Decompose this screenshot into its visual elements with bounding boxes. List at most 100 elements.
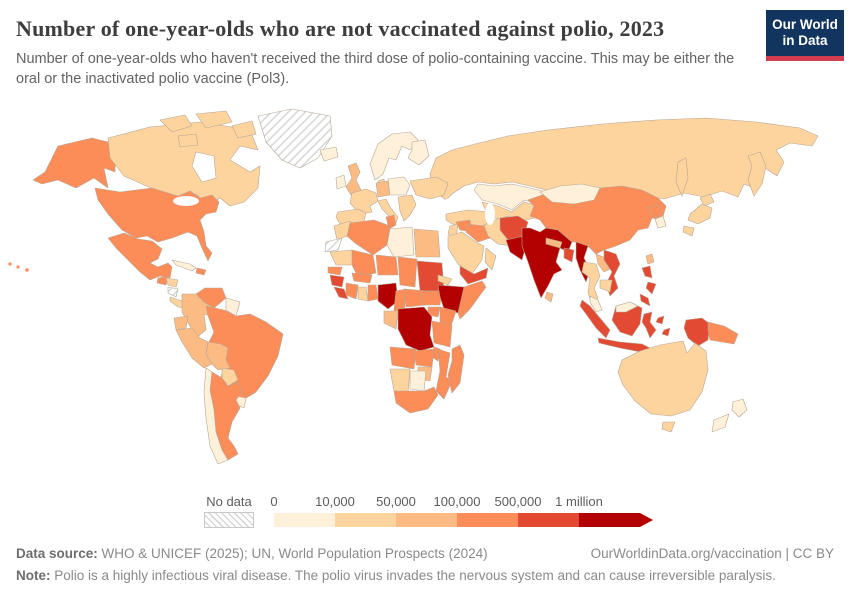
country-central-europe[interactable] [387, 176, 411, 196]
country-uk[interactable] [345, 162, 362, 196]
country-chile[interactable] [203, 367, 229, 465]
country-madagascar[interactable] [447, 344, 465, 394]
country-western-sahara[interactable] [324, 237, 343, 253]
country-somalia[interactable] [457, 280, 487, 320]
country-south-sudan[interactable] [419, 290, 443, 306]
country-usa[interactable] [94, 187, 220, 262]
country-philippines[interactable] [641, 265, 653, 279]
country-nepal[interactable] [545, 237, 563, 249]
country-namibia[interactable] [389, 368, 411, 394]
country-japan[interactable] [699, 193, 715, 207]
country-bolivia[interactable] [205, 341, 231, 371]
country-indonesia-moluccas[interactable] [655, 315, 665, 325]
country-russia-sakhalin[interactable] [675, 157, 689, 197]
legend-no-data-swatch[interactable] [204, 512, 254, 528]
country-honduras[interactable] [165, 277, 179, 288]
country-chad[interactable] [397, 256, 418, 288]
country-norway-sweden[interactable] [369, 131, 419, 181]
country-indonesia-moluccas[interactable] [661, 327, 671, 337]
country-germany[interactable] [375, 180, 391, 198]
country-guinea[interactable] [329, 274, 345, 288]
country-tanzania[interactable] [431, 320, 453, 348]
country-arctic-islands[interactable] [159, 114, 193, 133]
country-botswana[interactable] [409, 370, 427, 392]
country-tasmania[interactable] [661, 421, 676, 433]
country-egypt[interactable] [413, 228, 441, 258]
country-taiwan[interactable] [645, 253, 655, 265]
country-mexico[interactable] [107, 232, 173, 281]
country-south-korea[interactable] [654, 215, 667, 229]
legend-bin[interactable]: 0 [270, 494, 335, 527]
country-indonesia-papua[interactable] [683, 317, 711, 347]
country-new-zealand[interactable] [731, 398, 748, 418]
country-senegal[interactable] [327, 266, 343, 276]
country-south-africa[interactable] [393, 386, 439, 414]
country-cambodia[interactable] [599, 279, 613, 293]
country-iraq[interactable] [465, 223, 491, 243]
legend-no-data[interactable]: No data [204, 494, 254, 528]
country-libya[interactable] [386, 226, 415, 258]
country-japan[interactable] [687, 203, 713, 225]
country-hawaii[interactable] [25, 268, 29, 272]
country-malaysia[interactable] [589, 295, 603, 313]
country-sri-lanka[interactable] [544, 291, 554, 303]
country-russia-kamchatka[interactable] [747, 151, 767, 197]
country-peru[interactable] [175, 327, 213, 369]
country-gabon-congo[interactable] [383, 310, 399, 330]
country-arctic-islands[interactable] [177, 133, 199, 148]
country-ghana[interactable] [357, 286, 369, 302]
country-philippines[interactable] [645, 281, 657, 295]
country-burkina-faso[interactable] [351, 272, 373, 284]
country-yemen[interactable] [459, 265, 489, 285]
country-greenland[interactable] [257, 108, 333, 169]
country-arctic-islands[interactable] [195, 110, 233, 129]
country-drc[interactable] [397, 306, 435, 352]
legend-bin[interactable]: 500,000 [495, 494, 579, 527]
country-indonesia-sulawesi[interactable] [641, 311, 657, 339]
country-oman[interactable] [484, 247, 497, 271]
country-france[interactable] [349, 188, 379, 215]
country-hawaii[interactable] [8, 262, 12, 266]
country-zambia[interactable] [413, 348, 435, 368]
country-togo-benin[interactable] [367, 284, 379, 302]
country-paraguay[interactable] [221, 367, 239, 387]
owid-logo[interactable]: Our World in Data [766, 10, 844, 61]
country-alaska[interactable] [32, 137, 117, 189]
country-australia[interactable] [617, 340, 709, 417]
country-niger[interactable] [375, 254, 399, 276]
country-mongolia[interactable] [539, 183, 601, 205]
country-cote-divoire[interactable] [345, 282, 359, 300]
country-guatemala[interactable] [156, 275, 169, 286]
country-hawaii[interactable] [16, 265, 20, 269]
country-east-malaysia[interactable] [615, 301, 639, 313]
country-angola[interactable] [389, 346, 417, 370]
country-japan[interactable] [682, 225, 695, 237]
country-mauritania[interactable] [329, 249, 355, 266]
legend-bin[interactable]: 50,000 [376, 494, 457, 527]
attribution-link[interactable]: OurWorldinData.org/vaccination | CC BY [590, 546, 834, 561]
country-mozambique[interactable] [435, 348, 453, 400]
country-nigeria[interactable] [377, 282, 399, 310]
country-arctic-islands[interactable] [231, 120, 257, 139]
country-north-korea[interactable] [647, 203, 663, 219]
country-sierra-leone-liberia[interactable] [333, 286, 349, 300]
country-papua-new-guinea[interactable] [707, 321, 739, 345]
country-philippines[interactable] [639, 293, 651, 307]
legend-bin[interactable]: 100,000 [434, 494, 518, 527]
country-tunisia[interactable] [385, 214, 397, 230]
country-eritrea[interactable] [437, 274, 453, 286]
country-cuba[interactable] [171, 259, 197, 272]
country-nicaragua[interactable] [167, 286, 179, 298]
country-russia[interactable] [429, 117, 819, 207]
country-ukraine[interactable] [409, 176, 449, 200]
country-indonesia-sumatra[interactable] [579, 299, 611, 339]
country-balkans[interactable] [397, 194, 417, 222]
country-algeria[interactable] [346, 219, 391, 256]
country-bangladesh[interactable] [563, 247, 575, 263]
country-saudi-arabia[interactable] [447, 231, 485, 275]
country-finland[interactable] [407, 139, 430, 166]
country-iceland[interactable] [319, 146, 339, 162]
country-hispaniola[interactable] [195, 267, 207, 276]
country-ecuador[interactable] [173, 315, 189, 331]
legend-bin[interactable]: 1 million [555, 494, 640, 527]
